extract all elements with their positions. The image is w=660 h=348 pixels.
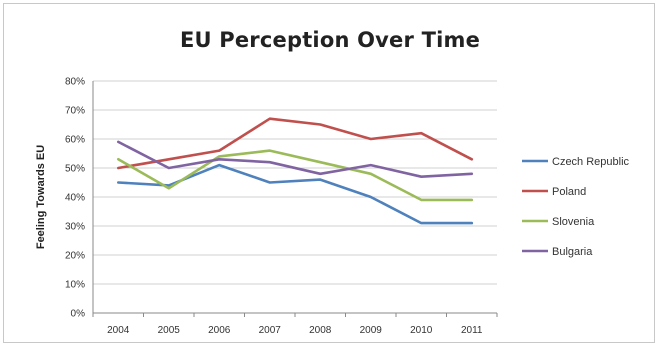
x-tick-label: 2011 [461, 325, 483, 336]
y-tick-label: 10% [65, 280, 85, 291]
y-tick-label: 50% [65, 164, 85, 175]
y-axis-label: Feeling Towards EU [35, 145, 47, 249]
series-line-slovenia [117, 149, 474, 202]
series-line-poland [117, 117, 474, 170]
series-line-bulgaria [117, 140, 474, 178]
gridlines [93, 80, 497, 285]
chart-title: EU Perception Over Time [179, 28, 481, 52]
legend-item-poland: Poland [522, 186, 586, 198]
y-tick-labels: 0% 10% 20% 30% 40% 50% 60% 70% 80% [65, 77, 85, 320]
series-lines [117, 117, 474, 225]
legend-label: Czech Republic [552, 156, 630, 168]
y-tick-label: 70% [65, 106, 85, 117]
y-tick-label: 30% [65, 222, 85, 233]
legend-item-czech-republic: Czech Republic [522, 156, 630, 168]
x-tick-label: 2008 [309, 325, 332, 336]
x-tick-label: 2009 [360, 325, 383, 336]
y-tick-label: 40% [65, 193, 85, 204]
legend-item-bulgaria: Bulgaria [522, 246, 593, 258]
x-tick-label: 2010 [410, 325, 433, 336]
y-tick-label: 80% [65, 77, 85, 88]
x-tick-labels: 2004 2005 2006 2007 2008 2009 2010 2011 [107, 325, 483, 336]
legend-label: Slovenia [552, 216, 595, 228]
legend-label: Poland [552, 186, 586, 198]
x-tick-label: 2006 [208, 325, 231, 336]
x-tick-label: 2005 [158, 325, 181, 336]
series-line-czech-republic [117, 163, 474, 225]
y-tick-label: 0% [71, 309, 86, 320]
legend-item-slovenia: Slovenia [522, 216, 595, 228]
legend: Czech Republic Poland Slovenia Bulgaria [522, 156, 630, 258]
y-tick-label: 60% [65, 135, 85, 146]
y-tick-label: 20% [65, 251, 85, 262]
legend-label: Bulgaria [552, 246, 593, 258]
x-tick-label: 2004 [107, 325, 130, 336]
x-tick-label: 2007 [259, 325, 282, 336]
axes [92, 81, 498, 317]
